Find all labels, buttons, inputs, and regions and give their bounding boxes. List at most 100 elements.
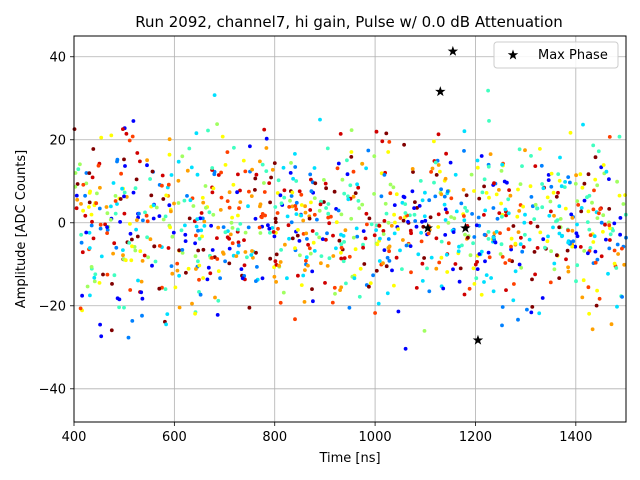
noise-point bbox=[523, 148, 527, 153]
noise-point bbox=[607, 223, 612, 228]
noise-point bbox=[210, 248, 215, 252]
noise-point bbox=[193, 241, 198, 246]
noise-point bbox=[472, 282, 477, 286]
x-tick-label: 600 bbox=[162, 430, 187, 445]
y-axis-ticks: 40 20 0 −20 −40 bbox=[39, 50, 74, 397]
noise-point bbox=[529, 195, 534, 199]
noise-point bbox=[209, 223, 214, 228]
noise-point bbox=[373, 311, 377, 315]
max-phase-star bbox=[447, 45, 459, 56]
noise-point bbox=[403, 202, 408, 207]
noise-point bbox=[551, 190, 556, 195]
noise-point bbox=[168, 225, 173, 230]
noise-point bbox=[413, 219, 418, 223]
noise-point bbox=[141, 218, 145, 223]
noise-point bbox=[558, 217, 563, 221]
noise-point bbox=[307, 216, 312, 221]
noise-point bbox=[109, 328, 114, 333]
noise-point bbox=[334, 220, 339, 225]
noise-point bbox=[437, 260, 442, 265]
noise-point bbox=[81, 208, 85, 213]
noise-point bbox=[606, 271, 610, 276]
noise-point bbox=[498, 252, 503, 256]
noise-point bbox=[494, 192, 499, 197]
noise-point bbox=[253, 216, 258, 221]
noise-point bbox=[621, 202, 626, 206]
noise-point bbox=[482, 280, 486, 284]
noise-point bbox=[216, 225, 221, 230]
noise-point bbox=[175, 261, 180, 266]
noise-point bbox=[392, 231, 397, 236]
noise-point bbox=[313, 181, 318, 186]
noise-point bbox=[420, 219, 424, 224]
noise-point bbox=[614, 266, 619, 270]
noise-point bbox=[384, 131, 389, 136]
noise-point bbox=[293, 246, 297, 251]
noise-point bbox=[383, 201, 388, 206]
noise-point bbox=[521, 245, 526, 249]
noise-point bbox=[279, 248, 283, 252]
noise-point bbox=[377, 259, 382, 263]
noise-point bbox=[118, 197, 123, 201]
noise-point bbox=[131, 190, 136, 195]
noise-point bbox=[375, 242, 380, 247]
noise-point bbox=[290, 236, 295, 241]
noise-point bbox=[87, 205, 91, 209]
noise-point bbox=[575, 199, 580, 204]
noise-point bbox=[398, 248, 402, 253]
noise-point bbox=[432, 139, 436, 144]
noise-point bbox=[215, 122, 220, 126]
noise-point bbox=[379, 194, 384, 199]
noise-point bbox=[446, 221, 451, 225]
noise-point bbox=[491, 289, 496, 294]
noise-point bbox=[211, 186, 216, 191]
noise-point bbox=[336, 161, 341, 166]
noise-point bbox=[396, 227, 400, 232]
noise-point bbox=[140, 313, 144, 318]
noise-point bbox=[503, 207, 508, 212]
noise-point bbox=[368, 281, 373, 285]
noise-point bbox=[541, 237, 546, 242]
noise-point bbox=[533, 202, 538, 207]
noise-point bbox=[540, 296, 545, 300]
noise-point bbox=[462, 214, 466, 218]
noise-point bbox=[80, 250, 85, 255]
noise-point bbox=[194, 131, 199, 136]
noise-point bbox=[105, 211, 110, 216]
noise-point bbox=[434, 173, 439, 177]
noise-point bbox=[356, 185, 361, 190]
noise-point bbox=[264, 136, 269, 141]
noise-point bbox=[551, 225, 555, 230]
noise-point bbox=[245, 255, 249, 260]
noise-point bbox=[241, 158, 246, 163]
noise-point bbox=[173, 285, 178, 290]
x-tick-label: 800 bbox=[262, 430, 287, 445]
noise-point bbox=[365, 222, 369, 227]
noise-point bbox=[346, 197, 351, 202]
noise-point bbox=[301, 218, 306, 223]
noise-point bbox=[144, 213, 149, 218]
noise-point bbox=[403, 346, 408, 351]
noise-point bbox=[299, 203, 304, 207]
noise-point bbox=[298, 253, 302, 258]
noise-point bbox=[523, 232, 527, 237]
noise-point bbox=[215, 257, 220, 261]
noise-point bbox=[449, 196, 454, 201]
noise-point bbox=[615, 179, 619, 184]
noise-point bbox=[535, 224, 540, 229]
noise-point bbox=[333, 291, 337, 296]
noise-point bbox=[183, 232, 188, 237]
noise-point bbox=[183, 223, 187, 228]
noise-point bbox=[91, 236, 96, 241]
noise-point bbox=[206, 265, 211, 270]
noise-point bbox=[277, 263, 281, 268]
legend-label-max-phase: Max Phase bbox=[538, 48, 608, 63]
noise-point bbox=[419, 239, 424, 244]
noise-point bbox=[579, 206, 584, 210]
noise-point bbox=[546, 234, 550, 239]
noise-point bbox=[476, 215, 481, 220]
noise-point bbox=[176, 178, 181, 183]
noise-point bbox=[489, 276, 493, 280]
noise-point bbox=[506, 197, 511, 202]
noise-point bbox=[520, 249, 525, 254]
